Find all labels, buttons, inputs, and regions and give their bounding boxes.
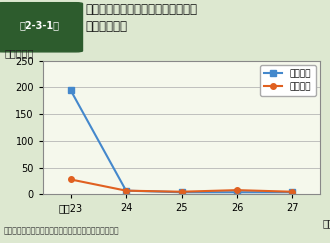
消防職員 bbox=[235, 189, 239, 191]
Line: 消防職員: 消防職員 bbox=[68, 177, 295, 194]
消防職員 bbox=[290, 190, 294, 193]
Text: 第2-3-1図: 第2-3-1図 bbox=[19, 21, 60, 31]
消防職員 bbox=[69, 178, 73, 181]
消防団員 bbox=[69, 89, 73, 92]
Text: （死者数）: （死者数） bbox=[4, 48, 33, 58]
FancyBboxPatch shape bbox=[0, 3, 82, 52]
Line: 消防団員: 消防団員 bbox=[68, 87, 295, 195]
Text: （備考）　「消防防災・震災対策現況調査」により作成: （備考） 「消防防災・震災対策現況調査」により作成 bbox=[3, 227, 119, 236]
消防団員 bbox=[180, 191, 183, 194]
消防職員 bbox=[124, 189, 128, 192]
消防職員 bbox=[180, 190, 183, 193]
Text: （年）: （年） bbox=[323, 218, 330, 228]
消防団員 bbox=[290, 191, 294, 194]
Legend: 消防団員, 消防職員: 消防団員, 消防職員 bbox=[260, 65, 315, 96]
消防団員 bbox=[235, 191, 239, 194]
Text: 消防職員及び消防団員の公務による
死者数の推移: 消防職員及び消防団員の公務による 死者数の推移 bbox=[86, 3, 198, 33]
消防団員 bbox=[124, 189, 128, 192]
